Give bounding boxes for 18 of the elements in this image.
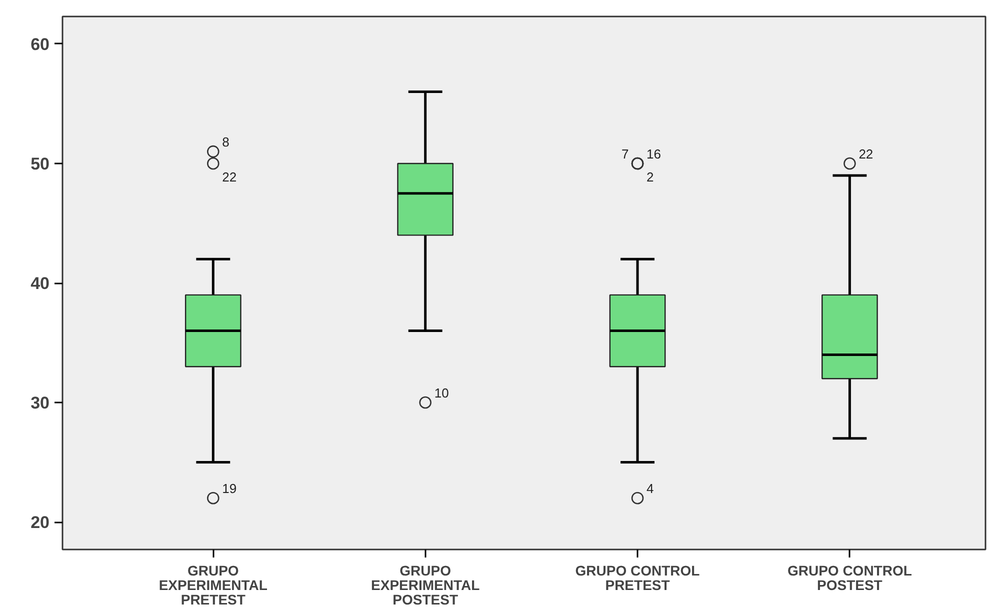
y-tick-label: 40 bbox=[30, 274, 50, 293]
x-tick-label: GRUPO EXPERIMENTAL POSTEST bbox=[371, 562, 480, 608]
annotation: 16 bbox=[646, 146, 661, 162]
annotation: 4 bbox=[646, 481, 654, 496]
y-tick-label: 50 bbox=[30, 154, 50, 174]
annotation: 22 bbox=[222, 169, 237, 184]
x-tick-label: GRUPO CONTROL POSTEST bbox=[787, 562, 912, 593]
annotation: 22 bbox=[858, 146, 874, 162]
annotation: 10 bbox=[434, 386, 449, 401]
y-tick-label: 30 bbox=[30, 394, 50, 413]
x-tick-label: GRUPO CONTROL PRETEST bbox=[575, 562, 700, 593]
annotation: 19 bbox=[222, 481, 237, 496]
annotation: 8 bbox=[222, 134, 230, 150]
x-tick-label: GRUPO EXPERIMENTAL PRETEST bbox=[158, 562, 268, 608]
annotation: 2 bbox=[646, 169, 654, 184]
y-tick-label: 20 bbox=[30, 513, 50, 532]
y-tick-label: 60 bbox=[30, 34, 50, 54]
annotation: 7 bbox=[622, 146, 629, 162]
